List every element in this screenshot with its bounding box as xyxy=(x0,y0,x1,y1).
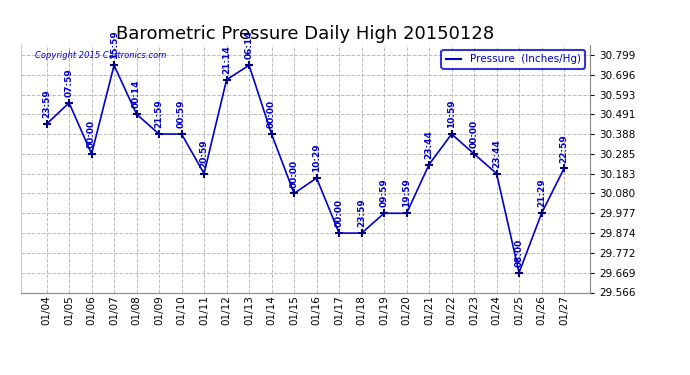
Text: 15:59: 15:59 xyxy=(110,31,119,60)
Text: 23:59: 23:59 xyxy=(357,199,366,227)
Text: 00:00: 00:00 xyxy=(335,199,344,227)
Text: 00:00: 00:00 xyxy=(87,120,96,148)
Text: 23:44: 23:44 xyxy=(424,130,433,159)
Text: 06:14: 06:14 xyxy=(244,31,254,60)
Text: 00:00: 00:00 xyxy=(290,159,299,188)
Text: 23:44: 23:44 xyxy=(492,139,501,168)
Text: 08:00: 08:00 xyxy=(515,238,524,267)
Text: 21:29: 21:29 xyxy=(537,179,546,207)
Text: 09:59: 09:59 xyxy=(380,179,388,207)
Text: 00:59: 00:59 xyxy=(177,100,186,128)
Text: 00:14: 00:14 xyxy=(132,80,141,108)
Text: 23:59: 23:59 xyxy=(42,90,51,118)
Text: 00:00: 00:00 xyxy=(267,100,276,128)
Text: 10:59: 10:59 xyxy=(447,100,456,128)
Text: 21:14: 21:14 xyxy=(222,45,231,74)
Title: Barometric Pressure Daily High 20150128: Barometric Pressure Daily High 20150128 xyxy=(116,26,495,44)
Text: 10:29: 10:29 xyxy=(312,144,321,172)
Text: 20:59: 20:59 xyxy=(199,139,208,168)
Text: 21:59: 21:59 xyxy=(155,99,164,128)
Text: 19:59: 19:59 xyxy=(402,178,411,207)
Text: 07:59: 07:59 xyxy=(65,68,74,97)
Text: 00:00: 00:00 xyxy=(470,120,479,148)
Text: 22:59: 22:59 xyxy=(560,134,569,163)
Legend: Pressure  (Inches/Hg): Pressure (Inches/Hg) xyxy=(442,50,584,69)
Text: Copyright 2015 Cartronics.com: Copyright 2015 Cartronics.com xyxy=(35,51,167,60)
